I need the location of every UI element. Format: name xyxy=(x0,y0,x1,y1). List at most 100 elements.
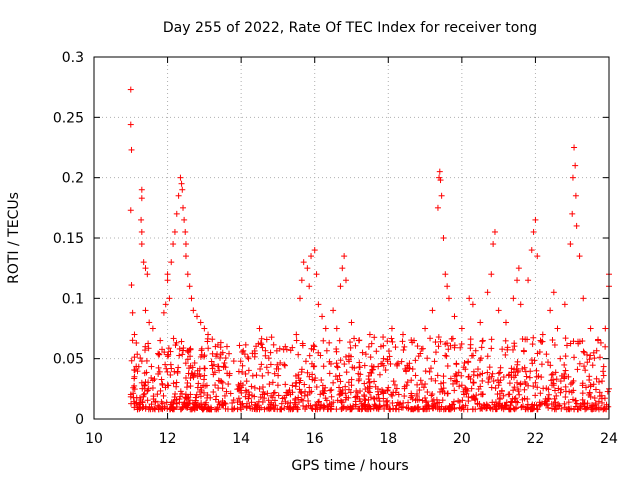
background-point-marker xyxy=(432,339,439,346)
background-point-marker xyxy=(253,343,260,350)
background-point-marker xyxy=(385,348,392,355)
background-point-marker xyxy=(465,359,472,366)
background-point-marker xyxy=(573,400,580,407)
background-point-marker xyxy=(563,342,570,349)
data-point-marker xyxy=(440,379,447,386)
background-point-marker xyxy=(151,405,158,412)
background-point-marker xyxy=(344,404,351,411)
background-point-marker xyxy=(371,401,378,408)
background-point-marker xyxy=(239,362,246,369)
data-point-marker xyxy=(311,247,318,254)
background-point-marker xyxy=(251,393,258,400)
background-point-marker xyxy=(244,354,251,361)
background-point-marker xyxy=(524,395,531,402)
background-point-marker xyxy=(392,344,399,351)
data-point-marker xyxy=(550,289,557,296)
data-point-marker xyxy=(477,319,484,326)
data-point-marker xyxy=(178,180,185,187)
background-point-marker xyxy=(257,340,264,347)
background-point-marker xyxy=(158,376,165,383)
background-point-marker xyxy=(270,341,277,348)
data-point-marker xyxy=(580,295,587,302)
background-point-marker xyxy=(458,372,465,379)
data-point-marker xyxy=(495,382,502,389)
data-point-marker xyxy=(182,228,189,235)
background-point-marker xyxy=(460,364,467,371)
background-point-marker xyxy=(508,399,515,406)
background-point-marker xyxy=(544,395,551,402)
background-point-marker xyxy=(213,406,220,413)
background-point-marker xyxy=(197,393,204,400)
background-point-marker xyxy=(175,364,182,371)
background-point-marker xyxy=(204,391,211,398)
background-point-marker xyxy=(275,392,282,399)
background-point-marker xyxy=(152,399,159,406)
background-point-marker xyxy=(367,405,374,412)
background-point-marker xyxy=(279,395,286,402)
x-tick-label: 14 xyxy=(232,431,250,447)
background-point-marker xyxy=(590,405,597,412)
background-point-marker xyxy=(138,358,145,365)
background-point-marker xyxy=(380,390,387,397)
background-point-marker xyxy=(235,386,242,393)
background-point-marker xyxy=(252,401,259,408)
data-point-marker xyxy=(571,144,578,151)
data-point-marker xyxy=(514,277,521,284)
background-point-marker xyxy=(336,337,343,344)
plot-frame xyxy=(93,56,610,420)
background-point-marker xyxy=(407,406,414,413)
background-point-marker xyxy=(326,370,333,377)
background-point-marker xyxy=(536,348,543,355)
background-point-marker xyxy=(428,392,435,399)
background-point-marker xyxy=(191,359,198,366)
background-point-marker xyxy=(443,353,450,360)
background-point-marker xyxy=(209,350,216,357)
data-point-marker xyxy=(245,355,252,362)
background-point-marker xyxy=(572,397,579,404)
background-point-marker xyxy=(237,358,244,365)
background-point-marker xyxy=(311,343,318,350)
background-point-marker xyxy=(571,406,578,413)
background-point-marker xyxy=(555,385,562,392)
background-point-marker xyxy=(160,392,167,399)
data-point-marker xyxy=(180,204,187,211)
background-point-marker xyxy=(187,353,194,360)
data-point-marker xyxy=(517,301,524,308)
background-point-marker xyxy=(231,405,238,412)
background-point-marker xyxy=(167,361,174,368)
background-point-marker xyxy=(442,352,449,359)
background-point-marker xyxy=(510,369,517,376)
background-point-marker xyxy=(167,348,174,355)
data-point-marker xyxy=(436,168,443,175)
background-point-marker xyxy=(258,335,265,342)
data-point-marker xyxy=(515,265,522,272)
background-point-marker xyxy=(219,397,226,404)
background-point-marker xyxy=(170,380,177,387)
background-point-marker xyxy=(159,380,166,387)
background-point-marker xyxy=(579,382,586,389)
background-point-marker xyxy=(337,378,344,385)
background-point-marker xyxy=(485,379,492,386)
background-point-marker xyxy=(163,399,170,406)
background-point-marker xyxy=(375,363,382,370)
data-point-marker xyxy=(438,192,445,199)
background-point-marker xyxy=(558,386,565,393)
background-point-marker xyxy=(369,366,376,373)
data-point-marker xyxy=(160,309,167,316)
data-point-marker xyxy=(491,228,498,235)
background-point-marker xyxy=(557,355,564,362)
data-point-marker xyxy=(587,383,594,390)
background-point-marker xyxy=(534,406,541,413)
background-point-marker xyxy=(551,341,558,348)
background-point-marker xyxy=(490,378,497,385)
background-point-marker xyxy=(183,384,190,391)
data-point-marker xyxy=(164,277,171,284)
data-point-marker xyxy=(142,265,149,272)
background-point-marker xyxy=(511,384,518,391)
background-point-marker xyxy=(500,392,507,399)
background-point-marker xyxy=(506,391,513,398)
background-point-marker xyxy=(376,371,383,378)
background-point-marker xyxy=(541,400,548,407)
background-point-marker xyxy=(450,380,457,387)
